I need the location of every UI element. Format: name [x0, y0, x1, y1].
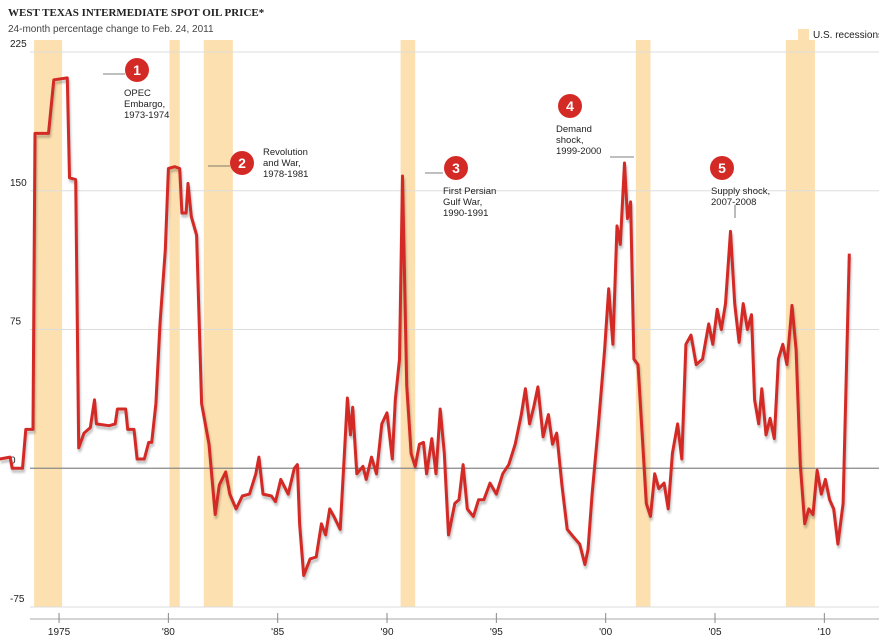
chart-title: WEST TEXAS INTERMEDIATE SPOT OIL PRICE* — [8, 7, 265, 19]
legend-label: U.S. recessions — [813, 30, 879, 41]
x-tick-label: '10 — [818, 627, 831, 638]
data-line — [0, 76, 851, 577]
annotation-text: Supply shock, — [711, 186, 770, 197]
annotation-marker — [710, 156, 734, 180]
annotation-number: 4 — [566, 98, 574, 114]
annotation-text: First Persian — [443, 186, 496, 197]
annotation-text: OPEC — [124, 88, 151, 99]
x-tick-label: '05 — [708, 627, 721, 638]
recession-band — [635, 40, 651, 607]
annotation-marker — [230, 151, 254, 175]
annotation-text: Gulf War, — [443, 197, 482, 208]
y-tick-label: 225 — [10, 39, 27, 50]
annotation-number: 3 — [452, 160, 460, 176]
annotation-marker — [558, 94, 582, 118]
recession-band — [203, 40, 233, 607]
annotation-text: 1973-1974 — [124, 110, 169, 121]
annotation-text: 1978-1981 — [263, 169, 308, 180]
annotation-text: shock, — [556, 135, 583, 146]
y-tick-label: 0 — [10, 455, 16, 466]
x-tick-label: '90 — [380, 627, 393, 638]
annotation-text: 1999-2000 — [556, 146, 601, 157]
recession-band — [169, 40, 180, 607]
y-tick-label: -75 — [10, 594, 25, 605]
x-tick-label: '80 — [162, 627, 175, 638]
x-tick-label: '00 — [599, 627, 612, 638]
recession-band — [400, 40, 416, 607]
annotation-text: Embargo, — [124, 99, 165, 110]
annotation-text: and War, — [263, 158, 301, 169]
y-tick-label: 150 — [10, 178, 27, 189]
legend-swatch — [798, 29, 809, 40]
annotation-text: Demand — [556, 124, 592, 135]
annotation-marker — [444, 156, 468, 180]
annotation-marker — [125, 58, 149, 82]
annotation-number: 5 — [718, 160, 726, 176]
annotation-text: Revolution — [263, 147, 308, 158]
annotation-number: 2 — [238, 155, 246, 171]
x-tick-label: 1975 — [48, 627, 71, 638]
x-tick-label: '85 — [271, 627, 284, 638]
chart-subtitle: 24-month percentage change to Feb. 24, 2… — [8, 24, 214, 35]
annotation-text: 2007-2008 — [711, 197, 756, 208]
annotation-text: 1990-1991 — [443, 208, 488, 219]
annotation-number: 1 — [133, 62, 141, 78]
x-tick-label: '95 — [490, 627, 503, 638]
y-tick-label: 75 — [10, 317, 22, 328]
